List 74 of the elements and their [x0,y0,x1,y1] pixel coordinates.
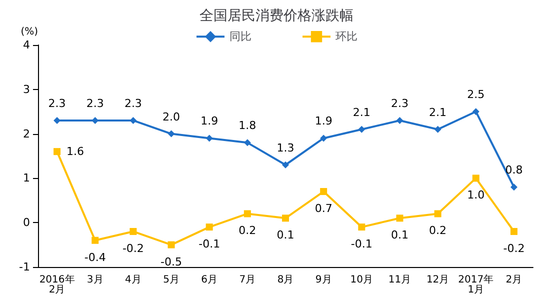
x-tick-label: 12月 [426,274,450,286]
point [320,134,328,142]
point [472,108,480,116]
point [92,236,99,244]
point [396,116,404,124]
point [282,214,289,222]
data-label: -0.2 [503,242,525,255]
x-tick-label: 7月 [239,274,256,286]
x-tick-label: 2016年 2月 [39,274,75,296]
data-label: -0.4 [84,250,106,264]
x-tick-label: 9月 [315,274,332,286]
x-tick-label: 3月 [86,274,104,286]
x-tick-label: 10月 [350,274,374,286]
data-label: 2.3 [86,96,104,110]
x-tick-label: 5月 [163,274,180,286]
data-label: 2.1 [352,106,370,119]
y-tick-label: 2 [23,127,30,140]
y-axis-title: (%) [20,26,38,38]
data-label: 2.5 [467,88,485,102]
x-tick-label: 4月 [125,274,142,286]
point [168,241,175,248]
chart-title: 全国居民消费价格涨跌幅 [200,8,354,24]
x-tick-label: 2017年 1月 [458,274,494,296]
y-tick-label: -1 [19,260,30,274]
data-label: 2.3 [124,96,142,110]
data-label: 0.2 [238,224,256,238]
point [244,210,251,218]
point [434,126,442,133]
data-label: -0.2 [122,242,144,255]
y-tick-label: 3 [23,82,30,96]
y-tick-label: 0 [23,216,30,230]
point [358,126,366,133]
legend-label: 同比 [230,30,252,44]
legend-label: 环比 [336,30,358,44]
data-label: 0.2 [429,224,447,238]
data-label: -0.1 [198,238,220,251]
point [510,228,518,235]
data-label: 1.3 [276,141,294,154]
point [130,116,137,124]
point [396,214,404,222]
x-tick-label: 8月 [277,274,294,286]
data-label: 0.1 [390,228,408,242]
data-label: 1.9 [200,114,218,128]
data-label: 0.1 [276,228,294,242]
point [320,188,328,196]
data-label: 0.7 [314,202,332,216]
data-label: 2.0 [162,110,180,124]
data-label: -0.5 [160,255,182,268]
data-label: 0.8 [505,164,523,177]
point [358,224,366,231]
point [206,134,213,142]
data-label: 2.3 [48,96,66,110]
point [434,210,442,218]
x-tick-label: 6月 [201,274,218,286]
data-label: 1.9 [314,114,332,128]
point [92,116,99,124]
point [130,228,137,235]
data-label: 2.3 [390,96,408,110]
data-label: 2.1 [429,106,447,119]
point [510,184,518,191]
point [206,224,213,231]
point [244,139,251,146]
data-label: 1.6 [66,145,84,158]
data-label: -0.1 [350,238,372,251]
point [168,130,175,138]
point [282,161,289,168]
data-label: 1.8 [238,119,256,132]
x-tick-label: 2月 [506,274,522,286]
point [472,174,480,182]
x-tick-label: 11月 [388,274,412,286]
point [54,148,61,156]
data-label: 1.0 [467,188,485,202]
y-tick-label: 1 [23,172,30,185]
y-tick-label: 4 [23,38,30,52]
